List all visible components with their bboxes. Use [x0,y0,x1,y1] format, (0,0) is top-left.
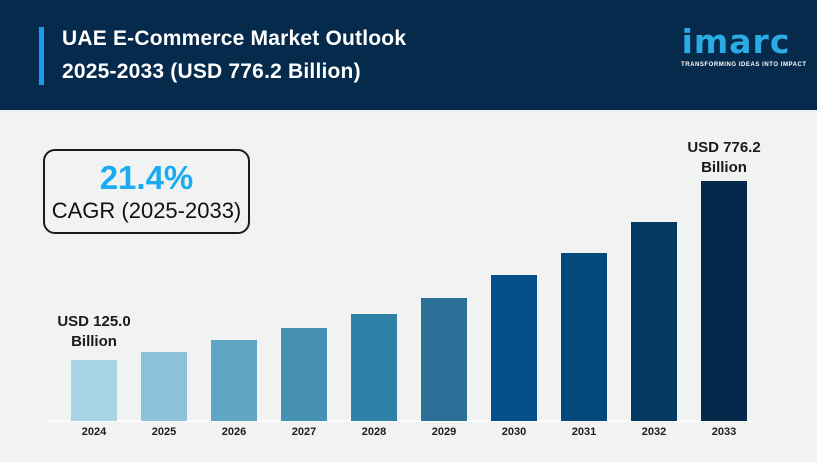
bar-2031 [561,253,607,421]
bar-group-2030: 2030 [479,275,549,439]
bar-group-2032: 2032 [619,222,689,439]
title-accent-bar [39,27,44,85]
value-label-2033: USD 776.2 Billion [687,139,761,176]
x-tick-label-2024: 2024 [81,426,107,438]
bar-2030 [491,275,537,421]
x-tick-label-2029: 2029 [431,426,457,438]
x-tick-label-2026: 2026 [221,426,247,438]
cagr-callout-box: 21.4% CAGR (2025-2033) [43,149,250,234]
bar-2033 [701,181,747,421]
bar-2024 [71,360,117,421]
bar-2032 [631,222,677,421]
bar-group-2024: 2024 [59,360,129,439]
x-tick-label-2025: 2025 [151,426,177,438]
value-label-2024: USD 125.0 Billion [57,313,131,350]
x-axis-line [48,420,754,422]
imarc-logo-wordmark: imarc [681,22,791,61]
bar-group-2033: 2033 [689,181,759,439]
bar-group-2029: 2029 [409,298,479,439]
bar-group-2028: 2028 [339,314,409,439]
page-title-line1: UAE E-Commerce Market Outlook [62,27,407,50]
cagr-label: CAGR (2025-2033) [51,197,242,223]
page-title: UAE E-Commerce Market Outlook 2025-2033 … [62,22,406,88]
bar-2027 [281,328,327,421]
bar-2026 [211,340,257,421]
imarc-logo-tagline: TRANSFORMING IDEAS INTO IMPACT [681,62,807,68]
bar-2028 [351,314,397,421]
header: UAE E-Commerce Market Outlook 2025-2033 … [0,0,817,110]
bar-2029 [421,298,467,421]
bar-group-2026: 2026 [199,340,269,439]
imarc-logo: imarc TRANSFORMING IDEAS INTO IMPACT [681,22,807,69]
bar-group-2031: 2031 [549,253,619,439]
bar-2025 [141,352,187,421]
page-title-line2: 2025-2033 (USD 776.2 Billion) [62,60,361,83]
x-tick-label-2027: 2027 [291,426,317,438]
x-tick-label-2032: 2032 [641,426,667,438]
x-tick-label-2031: 2031 [571,426,597,438]
bar-group-2025: 2025 [129,352,199,439]
x-tick-label-2030: 2030 [501,426,527,438]
bar-group-2027: 2027 [269,328,339,439]
cagr-value: 21.4% [99,158,194,196]
x-tick-label-2028: 2028 [361,426,387,438]
x-tick-label-2033: 2033 [711,426,737,438]
